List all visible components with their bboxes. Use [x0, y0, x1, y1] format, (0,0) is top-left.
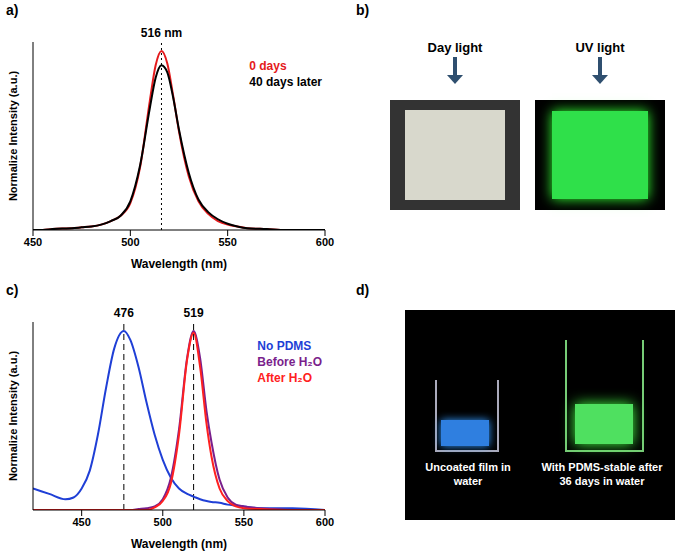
svg-text:450: 450	[72, 516, 90, 528]
svg-text:600: 600	[316, 516, 334, 528]
html-text:0 days: 0 days	[249, 59, 287, 73]
html-text:No PDMS: No PDMS	[257, 339, 312, 353]
svg-text:600: 600	[316, 236, 334, 248]
html-text:a): a)	[6, 2, 19, 18]
svg-text:Normalize Intensity (a.u.): Normalize Intensity (a.u.)	[7, 71, 19, 202]
html-text:Before H₂O: Before H₂O	[257, 355, 322, 369]
svg-text:500: 500	[121, 236, 139, 248]
html-text:Day light: Day light	[427, 40, 483, 55]
svg-text:Wavelength (nm): Wavelength (nm)	[131, 537, 227, 551]
svg-text:500: 500	[154, 516, 172, 528]
svg-text:550: 550	[218, 236, 236, 248]
html-text:40 days later: 40 days later	[249, 75, 322, 89]
svg-text:Wavelength (nm): Wavelength (nm)	[131, 257, 227, 271]
svg-text:Normalize Intensity (a.u.): Normalize Intensity (a.u.)	[7, 351, 19, 482]
html-text:d): d)	[356, 282, 370, 298]
svg-text:476: 476	[114, 306, 134, 320]
html-text:UV light: UV light	[575, 40, 625, 55]
html-text:Uncoated film in water: Uncoated film in water	[425, 461, 511, 487]
svg-text:516 nm: 516 nm	[141, 26, 182, 40]
svg-text:450: 450	[24, 236, 42, 248]
html-text:b): b)	[356, 2, 370, 18]
html-text:c): c)	[6, 282, 19, 298]
svg-text:519: 519	[184, 306, 204, 320]
html-text:After H₂O: After H₂O	[257, 371, 312, 385]
svg-text:550: 550	[235, 516, 253, 528]
html-text:With PDMS-stable after 36 days: With PDMS-stable after 36 days in water	[541, 461, 663, 487]
